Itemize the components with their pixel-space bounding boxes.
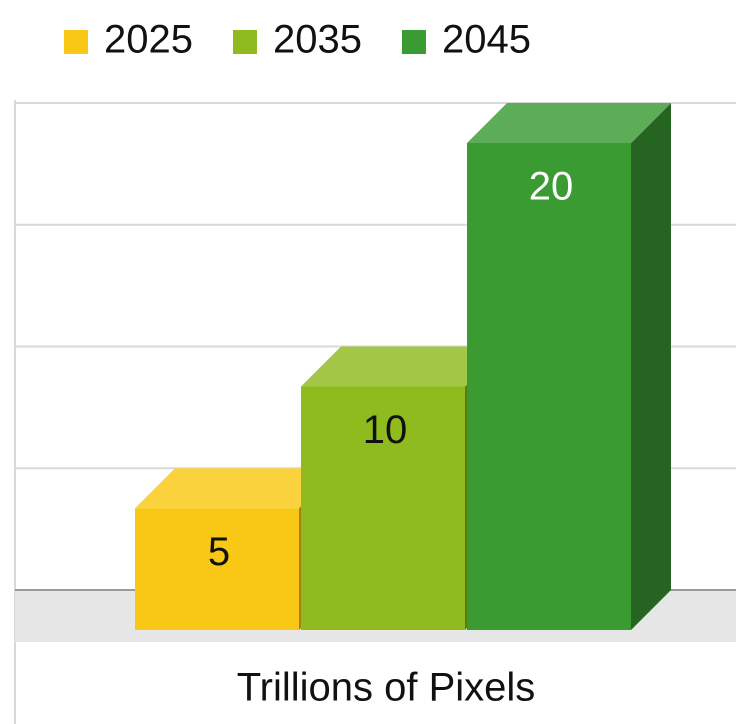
legend-label: 2035: [273, 18, 362, 62]
bar-top: [301, 346, 505, 387]
bar: [301, 386, 465, 630]
bar: [467, 143, 631, 630]
legend-label: 2025: [104, 18, 193, 62]
data-label: 5: [208, 530, 230, 574]
legend-swatch: [232, 30, 257, 54]
legend-label: 2045: [442, 18, 531, 62]
bar: [135, 508, 299, 630]
data-label: 20: [529, 165, 574, 209]
bar-side: [631, 103, 671, 630]
x-axis-label: Trillions of Pixels: [237, 666, 536, 710]
legend-swatch: [64, 30, 88, 54]
bar-top: [467, 103, 671, 143]
bar-top: [135, 468, 339, 509]
data-label: 10: [363, 408, 408, 452]
legend-swatch: [401, 30, 426, 54]
